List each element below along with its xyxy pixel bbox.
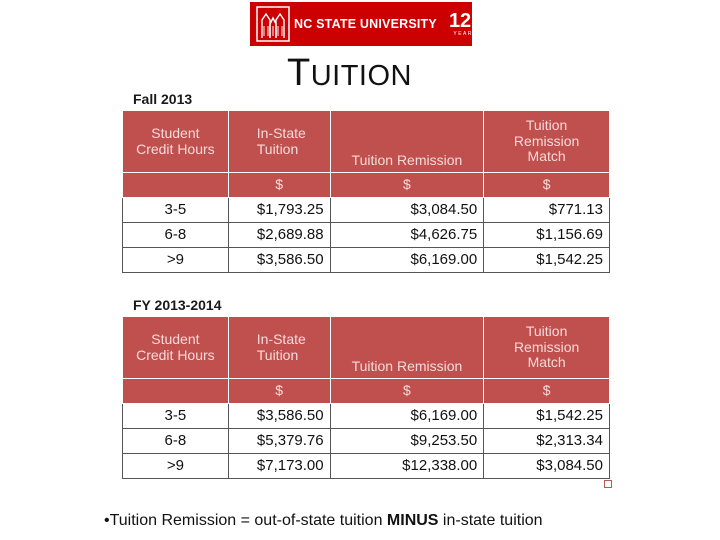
remission-match-cell: $1,156.69 [483, 222, 610, 248]
in-state-tuition-cell: $3,586.50 [227, 403, 331, 429]
anniversary-mark: 125 YEARS [449, 11, 482, 37]
currency-cell [122, 172, 229, 198]
currency-cell: $ [483, 172, 610, 198]
tuition-remission-cell: $3,084.50 [329, 197, 485, 223]
footnote-suffix: in-state tuition [438, 512, 543, 529]
credit-hours-cell: 3-5 [122, 403, 229, 429]
in-state-tuition-cell: $2,689.88 [227, 222, 331, 248]
header-in-state-tuition: In-State Tuition [227, 110, 331, 173]
tuition-remission-cell: $9,253.50 [329, 428, 485, 454]
currency-cell: $ [483, 378, 610, 404]
currency-cell [122, 378, 229, 404]
footnote: •Tuition Remission = out-of-state tuitio… [104, 512, 543, 530]
header-text: Student [151, 331, 200, 348]
tuition-remission-cell: $6,169.00 [329, 403, 485, 429]
table-row: 3-5 $1,793.25 $3,084.50 $771.13 [122, 197, 610, 223]
remission-match-cell: $1,542.25 [483, 403, 610, 429]
section-label-fall-2013: Fall 2013 [133, 91, 193, 107]
currency-cell: $ [329, 378, 485, 404]
table-row: >9 $3,586.50 $6,169.00 $1,542.25 [122, 247, 610, 273]
table-row: 6-8 $5,379.76 $9,253.50 $2,313.34 [122, 428, 610, 454]
currency-cell: $ [227, 172, 331, 198]
credit-hours-cell: 6-8 [122, 428, 229, 454]
table-row: 3-5 $3,586.50 $6,169.00 $1,542.25 [122, 403, 610, 429]
header-text: Tuition [256, 346, 299, 363]
header-tuition-remission: Tuition Remission [329, 110, 485, 173]
in-state-tuition-cell: $7,173.00 [227, 453, 331, 479]
remission-match-cell: $3,084.50 [483, 453, 610, 479]
currency-cell: $ [227, 378, 331, 404]
header-text: Tuition [256, 140, 299, 157]
table-row: >9 $7,173.00 $12,338.00 $3,084.50 [122, 453, 610, 479]
section-label-fy-2013-2014: FY 2013-2014 [133, 297, 222, 313]
page-title: TUITION [287, 52, 412, 95]
university-header-bar: NC STATE UNIVERSITY 125 YEARS [250, 2, 482, 46]
credit-hours-cell: 3-5 [122, 197, 229, 223]
header-text: Tuition [525, 117, 568, 134]
tuition-table-fy-2013-2014: Student Credit Hours In-State Tuition Tu… [122, 316, 610, 479]
remission-match-cell: $1,542.25 [483, 247, 610, 273]
header-text: Remission [513, 132, 580, 149]
credit-hours-cell: 6-8 [122, 222, 229, 248]
in-state-tuition-cell: $1,793.25 [227, 197, 331, 223]
tuition-remission-cell: $12,338.00 [329, 453, 485, 479]
header-text: Match [527, 354, 566, 371]
tuition-table-fall-2013: Student Credit Hours In-State Tuition Tu… [122, 110, 610, 273]
header-text: Student [151, 125, 200, 142]
title-rest: UITION [310, 60, 412, 92]
header-text: Remission [513, 338, 580, 355]
title-first-letter: T [287, 52, 311, 94]
remission-match-cell: $2,313.34 [483, 428, 610, 454]
header-text: Match [527, 148, 566, 165]
credit-hours-cell: >9 [122, 247, 229, 273]
header-text: Tuition [525, 323, 568, 340]
header-tuition-remission-match: Tuition Remission Match [483, 316, 610, 379]
header-tuition-remission-match: Tuition Remission Match [483, 110, 610, 173]
anniversary-word: YEARS [453, 31, 478, 37]
in-state-tuition-cell: $5,379.76 [227, 428, 331, 454]
remission-match-cell: $771.13 [483, 197, 610, 223]
tuition-remission-cell: $4,626.75 [329, 222, 485, 248]
currency-cell: $ [329, 172, 485, 198]
header-text: Credit Hours [136, 140, 215, 157]
header-student-credit-hours: Student Credit Hours [122, 316, 229, 379]
credit-hours-cell: >9 [122, 453, 229, 479]
header-text: In-State [256, 331, 306, 348]
footnote-emphasis: MINUS [386, 512, 439, 529]
footnote-prefix: •Tuition Remission = out-of-state tuitio… [104, 512, 387, 529]
header-in-state-tuition: In-State Tuition [227, 316, 331, 379]
header-tuition-remission: Tuition Remission [329, 316, 485, 379]
tuition-remission-cell: $6,169.00 [329, 247, 485, 273]
table-row: 6-8 $2,689.88 $4,626.75 $1,156.69 [122, 222, 610, 248]
in-state-tuition-cell: $3,586.50 [227, 247, 331, 273]
anniversary-number: 125 [448, 10, 483, 32]
header-student-credit-hours: Student Credit Hours [122, 110, 229, 173]
belltower-icon [256, 6, 290, 42]
university-name: NC STATE UNIVERSITY [294, 17, 437, 31]
resize-handle[interactable] [604, 480, 612, 488]
header-text: In-State [256, 125, 306, 142]
header-text: Credit Hours [136, 346, 215, 363]
